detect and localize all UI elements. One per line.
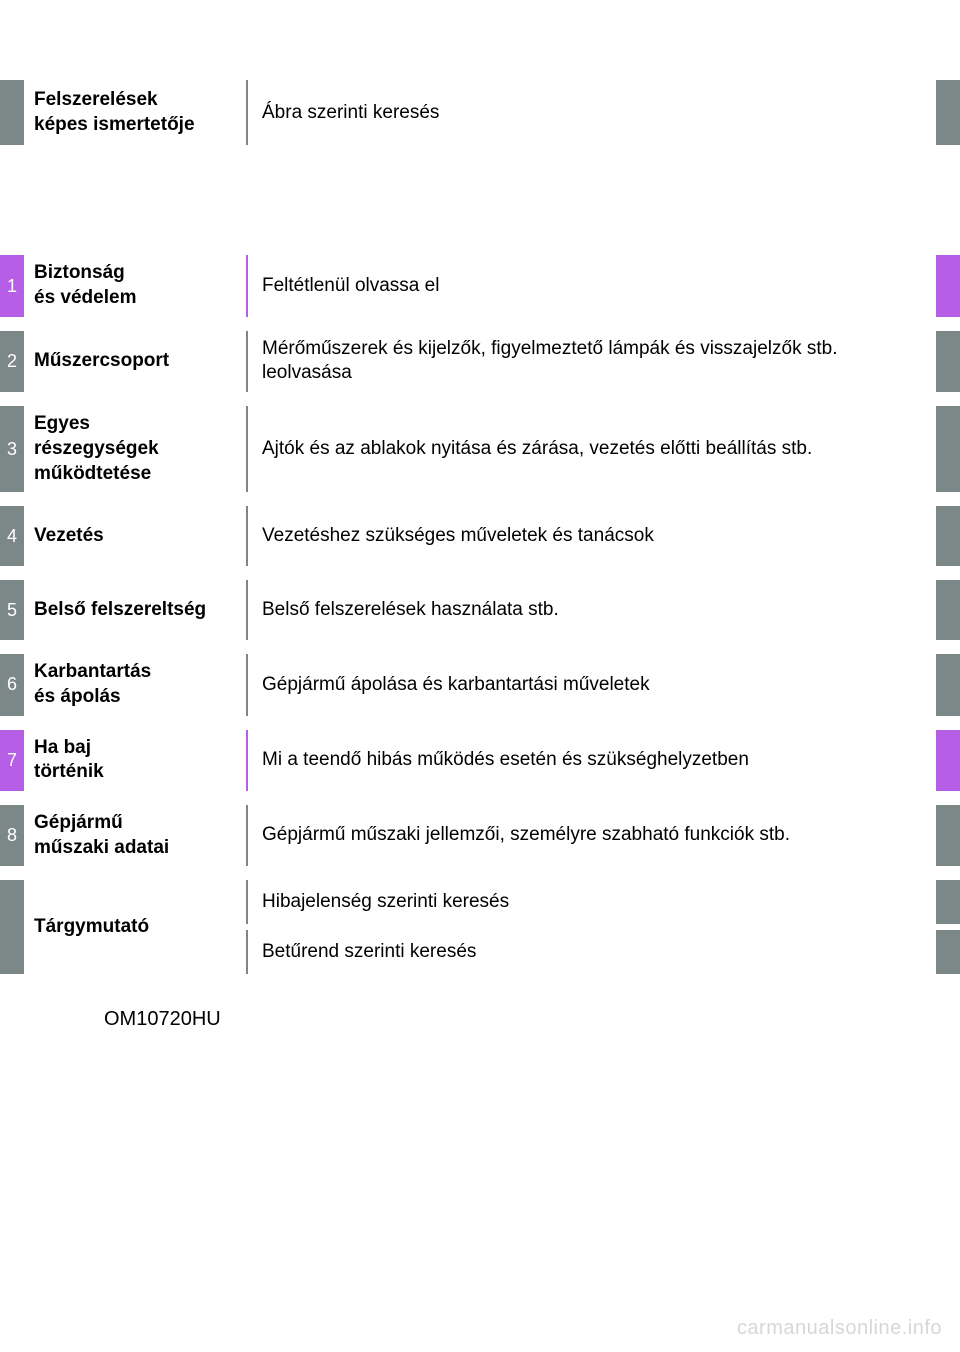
section-title-6-line1: Karbantartás [34, 660, 236, 685]
section-right-bar-5 [936, 580, 960, 640]
watermark: carmanualsonline.info [737, 1317, 942, 1340]
section-number-4: 4 [0, 506, 24, 566]
section-title-6: Karbantartás és ápolás [24, 654, 246, 715]
section-right-bar-2 [936, 331, 960, 392]
index-entries: Hibajelenség szerinti keresés Betűrend s… [246, 880, 960, 974]
section-title-3-line1: Egyes [34, 412, 236, 437]
header-title-line1: Felszerelések [34, 88, 236, 113]
index-left-bar [0, 880, 24, 974]
index-row: Tárgymutató Hibajelenség szerinti keresé… [0, 880, 960, 974]
index-title: Tárgymutató [24, 880, 246, 974]
section-title-1-line2: és védelem [34, 286, 236, 311]
document-code: OM10720HU [104, 1008, 960, 1031]
section-number-1: 1 [0, 255, 24, 316]
section-title-7-line1: Ha baj [34, 736, 236, 761]
section-desc-1-text: Feltétlenül olvassa el [262, 274, 922, 299]
section-number-7: 7 [0, 730, 24, 791]
section-title-5: Belső felszereltség [24, 580, 246, 640]
section-row-5: 5 Belső felszereltség Belső felszerelése… [0, 580, 960, 640]
section-desc-3: Ajtók és az ablakok nyitása és zárása, v… [248, 406, 936, 492]
section-row-4: 4 Vezetés Vezetéshez szükséges műveletek… [0, 506, 960, 566]
section-desc-2: Mérőműszerek és kijelzők, figyelmeztető … [248, 331, 936, 392]
section-desc-8-text: Gépjármű műszaki jellemzői, személyre sz… [262, 823, 922, 848]
section-title-4: Vezetés [24, 506, 246, 566]
section-number-6: 6 [0, 654, 24, 715]
section-desc-1: Feltétlenül olvassa el [248, 255, 936, 316]
section-desc-5: Belső felszerelések használata stb. [248, 580, 936, 640]
section-title-6-line2: és ápolás [34, 685, 236, 710]
section-number-8: 8 [0, 805, 24, 866]
section-row-8: 8 Gépjármű műszaki adatai Gépjármű műsza… [0, 805, 960, 866]
section-right-bar-4 [936, 506, 960, 566]
section-title-2: Műszercsoport [24, 331, 246, 392]
index-desc-1-text: Hibajelenség szerinti keresés [262, 891, 509, 913]
header-title-line2: képes ismertetője [34, 113, 236, 138]
header-description: Ábra szerinti keresés [248, 80, 936, 145]
section-desc-8: Gépjármű műszaki jellemzői, személyre sz… [248, 805, 936, 866]
section-desc-7: Mi a teendő hibás működés esetén és szük… [248, 730, 936, 791]
section-title-2-line1: Műszercsoport [34, 349, 236, 374]
section-desc-6-text: Gépjármű ápolása és karbantartási művele… [262, 673, 922, 698]
section-title-7-line2: történik [34, 760, 236, 785]
section-desc-5-text: Belső felszerelések használata stb. [262, 598, 922, 623]
index-title-text: Tárgymutató [34, 916, 149, 938]
section-title-3: Egyes részegységek működtetése [24, 406, 246, 492]
section-title-1-line1: Biztonság [34, 261, 236, 286]
section-row-7: 7 Ha baj történik Mi a teendő hibás műkö… [0, 730, 960, 791]
section-desc-7-text: Mi a teendő hibás működés esetén és szük… [262, 748, 922, 773]
section-right-bar-8 [936, 805, 960, 866]
section-desc-6: Gépjármű ápolása és karbantartási művele… [248, 654, 936, 715]
index-desc-2: Betűrend szerinti keresés [248, 930, 936, 974]
section-title-8-line1: Gépjármű [34, 811, 236, 836]
section-row-6: 6 Karbantartás és ápolás Gépjármű ápolás… [0, 654, 960, 715]
section-number-2: 2 [0, 331, 24, 392]
section-title-7: Ha baj történik [24, 730, 246, 791]
section-desc-4-text: Vezetéshez szükséges műveletek és tanács… [262, 524, 922, 549]
index-desc-1: Hibajelenség szerinti keresés [248, 880, 936, 924]
index-entry-2: Betűrend szerinti keresés [246, 930, 960, 974]
page: Felszerelések képes ismertetője Ábra sze… [0, 0, 960, 1352]
index-right-bar-2 [936, 930, 960, 974]
section-row-3: 3 Egyes részegységek működtetése Ajtók é… [0, 406, 960, 492]
header-title: Felszerelések képes ismertetője [24, 80, 246, 145]
section-right-bar-3 [936, 406, 960, 492]
section-title-3-line3: működtetése [34, 462, 236, 487]
section-desc-4: Vezetéshez szükséges műveletek és tanács… [248, 506, 936, 566]
section-desc-3-text: Ajtók és az ablakok nyitása és zárása, v… [262, 437, 922, 462]
index-right-bar-1 [936, 880, 960, 924]
section-number-3: 3 [0, 406, 24, 492]
section-title-8-line2: műszaki adatai [34, 836, 236, 861]
header-right-bar [936, 80, 960, 145]
section-right-bar-1 [936, 255, 960, 316]
section-right-bar-7 [936, 730, 960, 791]
section-title-8: Gépjármű műszaki adatai [24, 805, 246, 866]
section-row-1: 1 Biztonság és védelem Feltétlenül olvas… [0, 255, 960, 316]
header-description-text: Ábra szerinti keresés [262, 102, 439, 124]
section-title-3-line2: részegységek [34, 437, 236, 462]
section-right-bar-6 [936, 654, 960, 715]
header-left-bar [0, 80, 24, 145]
header-row: Felszerelések képes ismertetője Ábra sze… [0, 80, 960, 145]
sections-list: 1 Biztonság és védelem Feltétlenül olvas… [0, 255, 960, 974]
section-title-1: Biztonság és védelem [24, 255, 246, 316]
section-number-5: 5 [0, 580, 24, 640]
index-entry-1: Hibajelenség szerinti keresés [246, 880, 960, 924]
section-title-4-line1: Vezetés [34, 524, 236, 549]
section-title-5-line1: Belső felszereltség [34, 598, 236, 623]
index-desc-2-text: Betűrend szerinti keresés [262, 941, 476, 963]
section-desc-2-text: Mérőműszerek és kijelzők, figyelmeztető … [262, 337, 922, 386]
section-row-2: 2 Műszercsoport Mérőműszerek és kijelzők… [0, 331, 960, 392]
